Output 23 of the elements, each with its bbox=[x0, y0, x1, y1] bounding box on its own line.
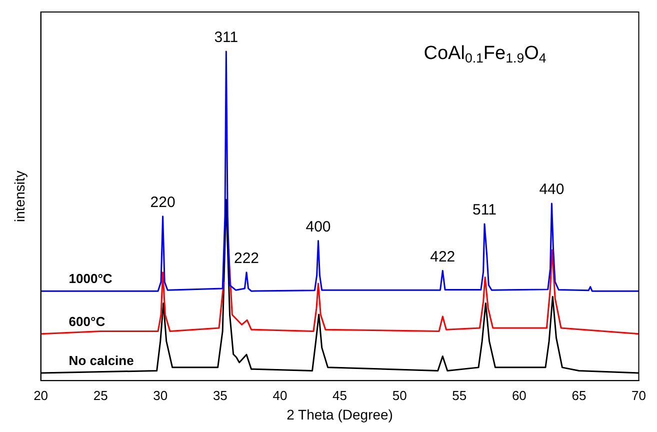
annotation: 311 bbox=[214, 29, 238, 46]
x-tick-label: 30 bbox=[153, 388, 168, 403]
annotation: 222 bbox=[234, 250, 260, 267]
x-tick-label: 70 bbox=[632, 388, 646, 403]
x-tick-label: 60 bbox=[512, 388, 526, 403]
series-label: 600°C bbox=[68, 314, 106, 329]
x-tick-label: 55 bbox=[452, 388, 467, 403]
x-tick-label: 35 bbox=[212, 388, 228, 403]
annotation: 422 bbox=[430, 248, 456, 266]
annotation: 440 bbox=[539, 181, 564, 198]
annotation: 400 bbox=[306, 218, 331, 236]
annotation: 511 bbox=[472, 202, 496, 219]
x-tick-label: 65 bbox=[572, 388, 586, 403]
x-axis-title: 2 Theta (Degree) bbox=[286, 406, 393, 422]
x-tick-label: 40 bbox=[272, 388, 288, 403]
x-tick-label: 45 bbox=[332, 388, 348, 403]
y-axis-title: intensity bbox=[11, 170, 28, 222]
x-tick-label: 25 bbox=[93, 388, 108, 403]
x-tick-label: 50 bbox=[392, 388, 407, 403]
x-tick-label: 20 bbox=[34, 388, 48, 403]
annotation: 220 bbox=[150, 194, 176, 212]
series-label: No calcine bbox=[68, 353, 134, 368]
series-label: 1000°C bbox=[68, 271, 113, 286]
